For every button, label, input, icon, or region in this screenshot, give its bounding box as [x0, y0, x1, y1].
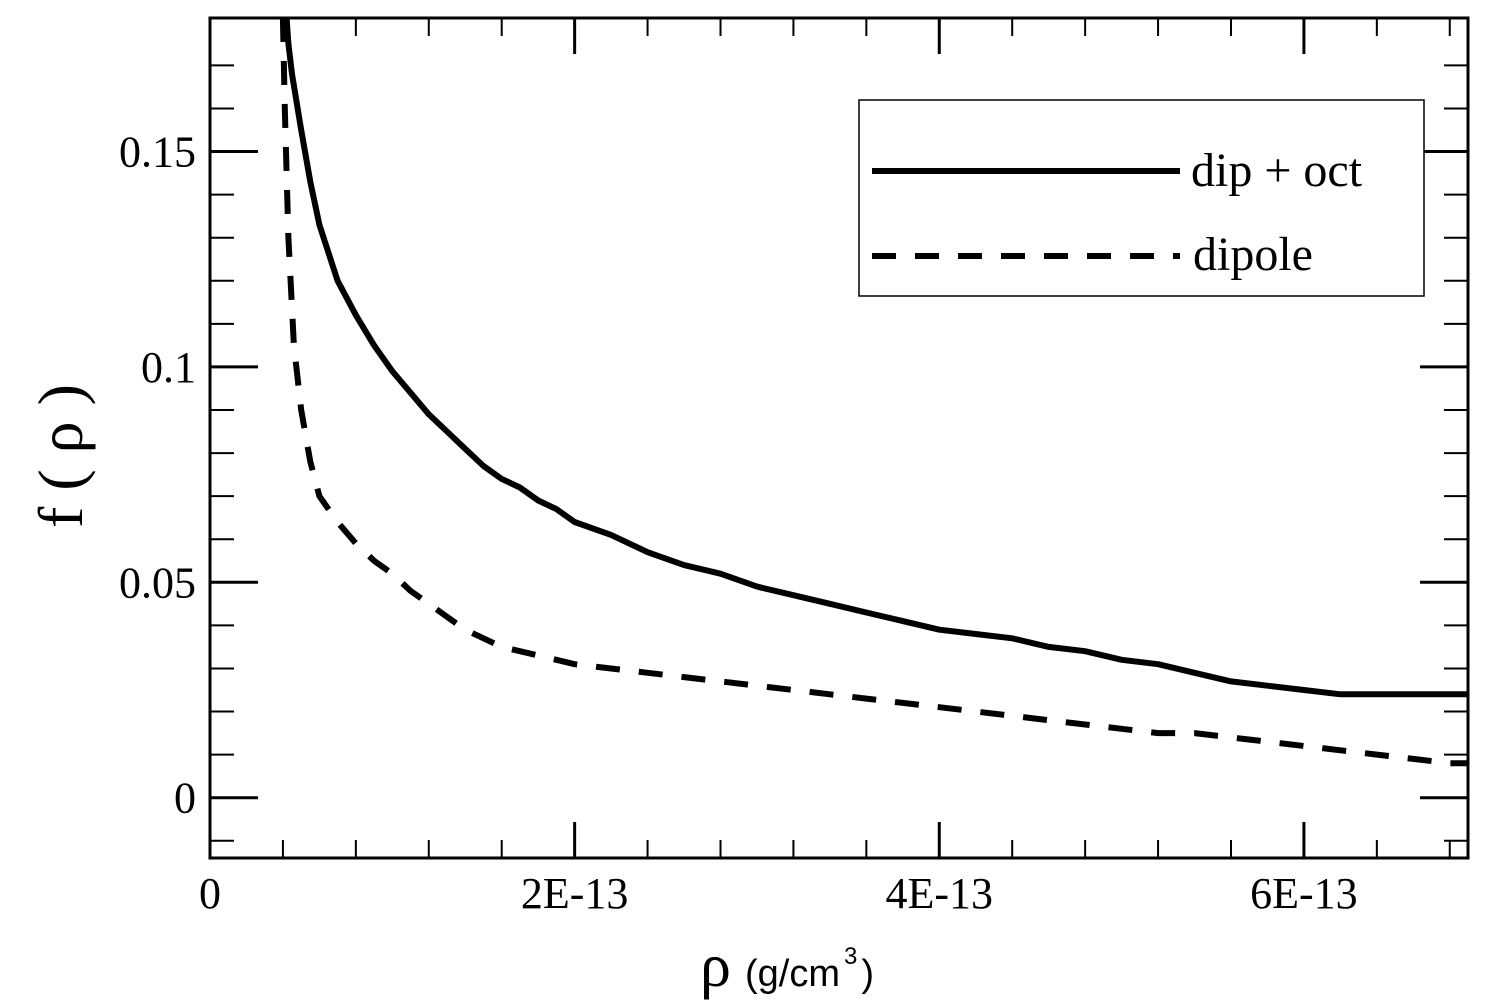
legend-label-dip-oct: dip + oct [1191, 144, 1363, 197]
x-axis-title: ρ (g/cm 3 ) [700, 932, 874, 1000]
y-axis-title: f ( ρ ) [25, 384, 96, 528]
x-tick-label: 0 [199, 869, 221, 918]
axis-ticks [208, 18, 1468, 858]
series-line-dip-oct [283, 18, 1468, 698]
plot-frame [208, 16, 1470, 860]
x-axis-unit-close: ) [861, 953, 874, 995]
y-tick-label: 0.05 [119, 558, 196, 607]
x-axis-unit-sup: 3 [844, 943, 857, 970]
legend-label-dipole: dipole [1193, 228, 1313, 281]
x-tick-label: 4E-13 [886, 869, 994, 918]
legend-box [858, 99, 1425, 297]
series-layer [279, 18, 1468, 767]
y-tick-label: 0 [174, 774, 196, 823]
x-tick-label: 6E-13 [1250, 869, 1358, 918]
y-tick-label: 0.1 [141, 343, 196, 392]
y-tick-label: 0.15 [119, 128, 196, 177]
series-line-dipole [279, 18, 1468, 767]
x-axis-unit: (g/cm [745, 953, 840, 995]
x-axis-symbol: ρ [700, 932, 731, 1000]
axis-tick-labels: 0 2E-13 4E-13 6E-13 0 0.05 0.1 0.15 [119, 128, 1358, 918]
legend: dip + oct dipole [858, 99, 1425, 297]
x-tick-label: 2E-13 [521, 869, 629, 918]
